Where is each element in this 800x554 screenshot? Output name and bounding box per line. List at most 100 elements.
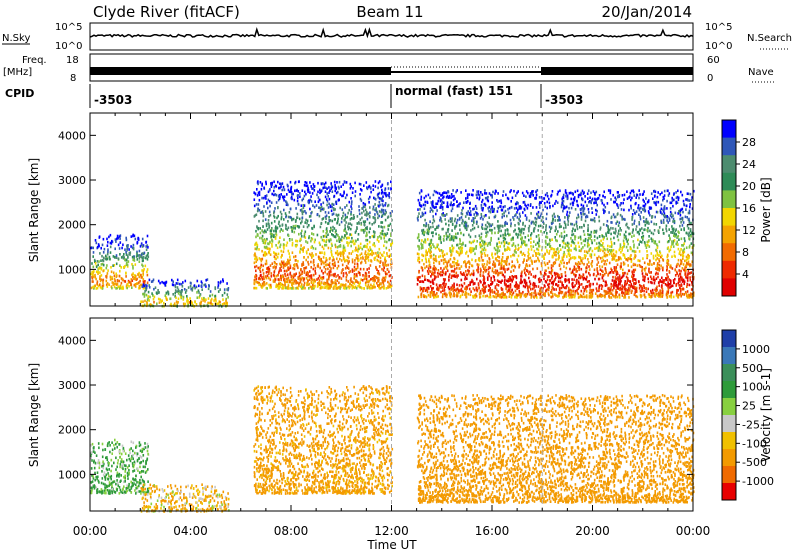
scatter-cell: [674, 229, 677, 233]
scatter-cell: [258, 208, 261, 212]
scatter-cell: [426, 290, 429, 294]
scatter-cell: [332, 256, 334, 259]
scatter-cell: [310, 260, 312, 264]
scatter-cell: [147, 255, 150, 258]
scatter-cell: [446, 205, 448, 208]
scatter-cell: [114, 247, 116, 251]
scatter-cell: [581, 189, 584, 193]
scatter-cell: [385, 233, 387, 237]
scatter-cell: [130, 235, 133, 238]
scatter-cell: [623, 245, 625, 248]
scatter-cell: [90, 286, 93, 290]
scatter-cell: [186, 295, 188, 298]
scatter-cell: [627, 249, 629, 252]
scatter-cell: [268, 276, 270, 280]
scatter-cell: [374, 208, 376, 212]
scatter-cell: [260, 187, 263, 191]
scatter-cell: [282, 185, 285, 189]
scatter-cell: [322, 272, 324, 275]
scatter-cell: [344, 284, 347, 288]
scatter-cell: [424, 203, 427, 207]
scatter-cell: [513, 189, 515, 193]
scatter-cell: [646, 200, 649, 204]
scatter-cell: [279, 236, 281, 239]
scatter-cell: [277, 273, 279, 277]
scatter-cell: [288, 267, 290, 271]
scatter-cell: [594, 193, 596, 196]
scatter-cell: [586, 275, 588, 279]
scatter-cell: [502, 273, 504, 277]
scatter-cell: [131, 255, 134, 259]
scatter-cell: [610, 267, 612, 271]
scatter-cell: [319, 191, 321, 195]
scatter-cell: [310, 276, 313, 279]
scatter-cell: [389, 211, 392, 215]
freq-band-3: [541, 67, 693, 75]
scatter-cell: [343, 229, 345, 232]
scatter-cell: [387, 280, 389, 284]
scatter-cell: [142, 256, 144, 259]
scatter-cell: [561, 290, 564, 294]
scatter-cell: [452, 289, 454, 293]
scatter-cell: [563, 294, 565, 297]
scatter-cell: [626, 259, 629, 262]
scatter-cell: [282, 243, 285, 246]
scatter-cell: [268, 269, 271, 273]
scatter-cell: [286, 193, 288, 196]
scatter-cell: [652, 257, 655, 260]
scatter-cell: [661, 212, 663, 216]
scatter-cell: [488, 192, 491, 195]
scatter-cell: [378, 191, 381, 195]
scatter-cell: [528, 253, 530, 256]
scatter-cell: [200, 280, 203, 283]
scatter-cell: [119, 287, 121, 290]
scatter-cell: [382, 199, 384, 203]
scatter-cell: [477, 193, 479, 196]
scatter-cell: [594, 247, 596, 250]
scatter-cell: [310, 281, 313, 285]
scatter-cell: [657, 275, 659, 279]
scatter-cell: [368, 240, 371, 244]
scatter-cell: [437, 275, 439, 278]
scatter-cell: [328, 191, 330, 194]
scatter-cell: [601, 265, 604, 269]
scatter-cell: [634, 286, 636, 289]
scatter-cell: [374, 244, 376, 248]
scatter-cell: [386, 204, 389, 208]
scatter-cell: [577, 241, 580, 245]
scatter-cell: [530, 259, 533, 262]
scatter-cell: [327, 206, 330, 209]
scatter-cell: [285, 280, 287, 284]
scatter-cell: [418, 239, 421, 242]
scatter-cell: [429, 254, 432, 258]
scatter-cell: [569, 191, 572, 195]
scatter-cell: [474, 235, 477, 238]
scatter-cell: [388, 196, 391, 199]
scatter-cell: [384, 263, 386, 266]
scatter-cell: [105, 254, 107, 258]
scatter-cell: [308, 236, 310, 240]
scatter-cell: [299, 247, 302, 251]
scatter-cell: [573, 196, 576, 199]
scatter-cell: [141, 283, 143, 287]
scatter-cell: [122, 266, 125, 269]
scatter-cell: [183, 288, 186, 291]
scatter-cell: [530, 212, 532, 215]
scatter-cell: [112, 264, 114, 267]
scatter-cell: [691, 196, 693, 199]
scatter-cell: [102, 281, 104, 285]
scatter-cell: [298, 180, 300, 183]
scatter-cell: [156, 292, 158, 295]
scatter-cell: [518, 207, 520, 210]
scatter-cell: [472, 280, 474, 283]
scatter-cell: [134, 285, 137, 288]
scatter-cell: [334, 245, 337, 249]
scatter-cell: [355, 286, 358, 290]
scatter-cell: [454, 217, 457, 221]
scatter-cell: [279, 243, 282, 247]
scatter-cell: [345, 287, 348, 290]
scatter-cell: [347, 267, 350, 270]
scatter-cell: [534, 197, 536, 200]
scatter-cell: [119, 241, 122, 244]
scatter-cell: [454, 289, 457, 292]
